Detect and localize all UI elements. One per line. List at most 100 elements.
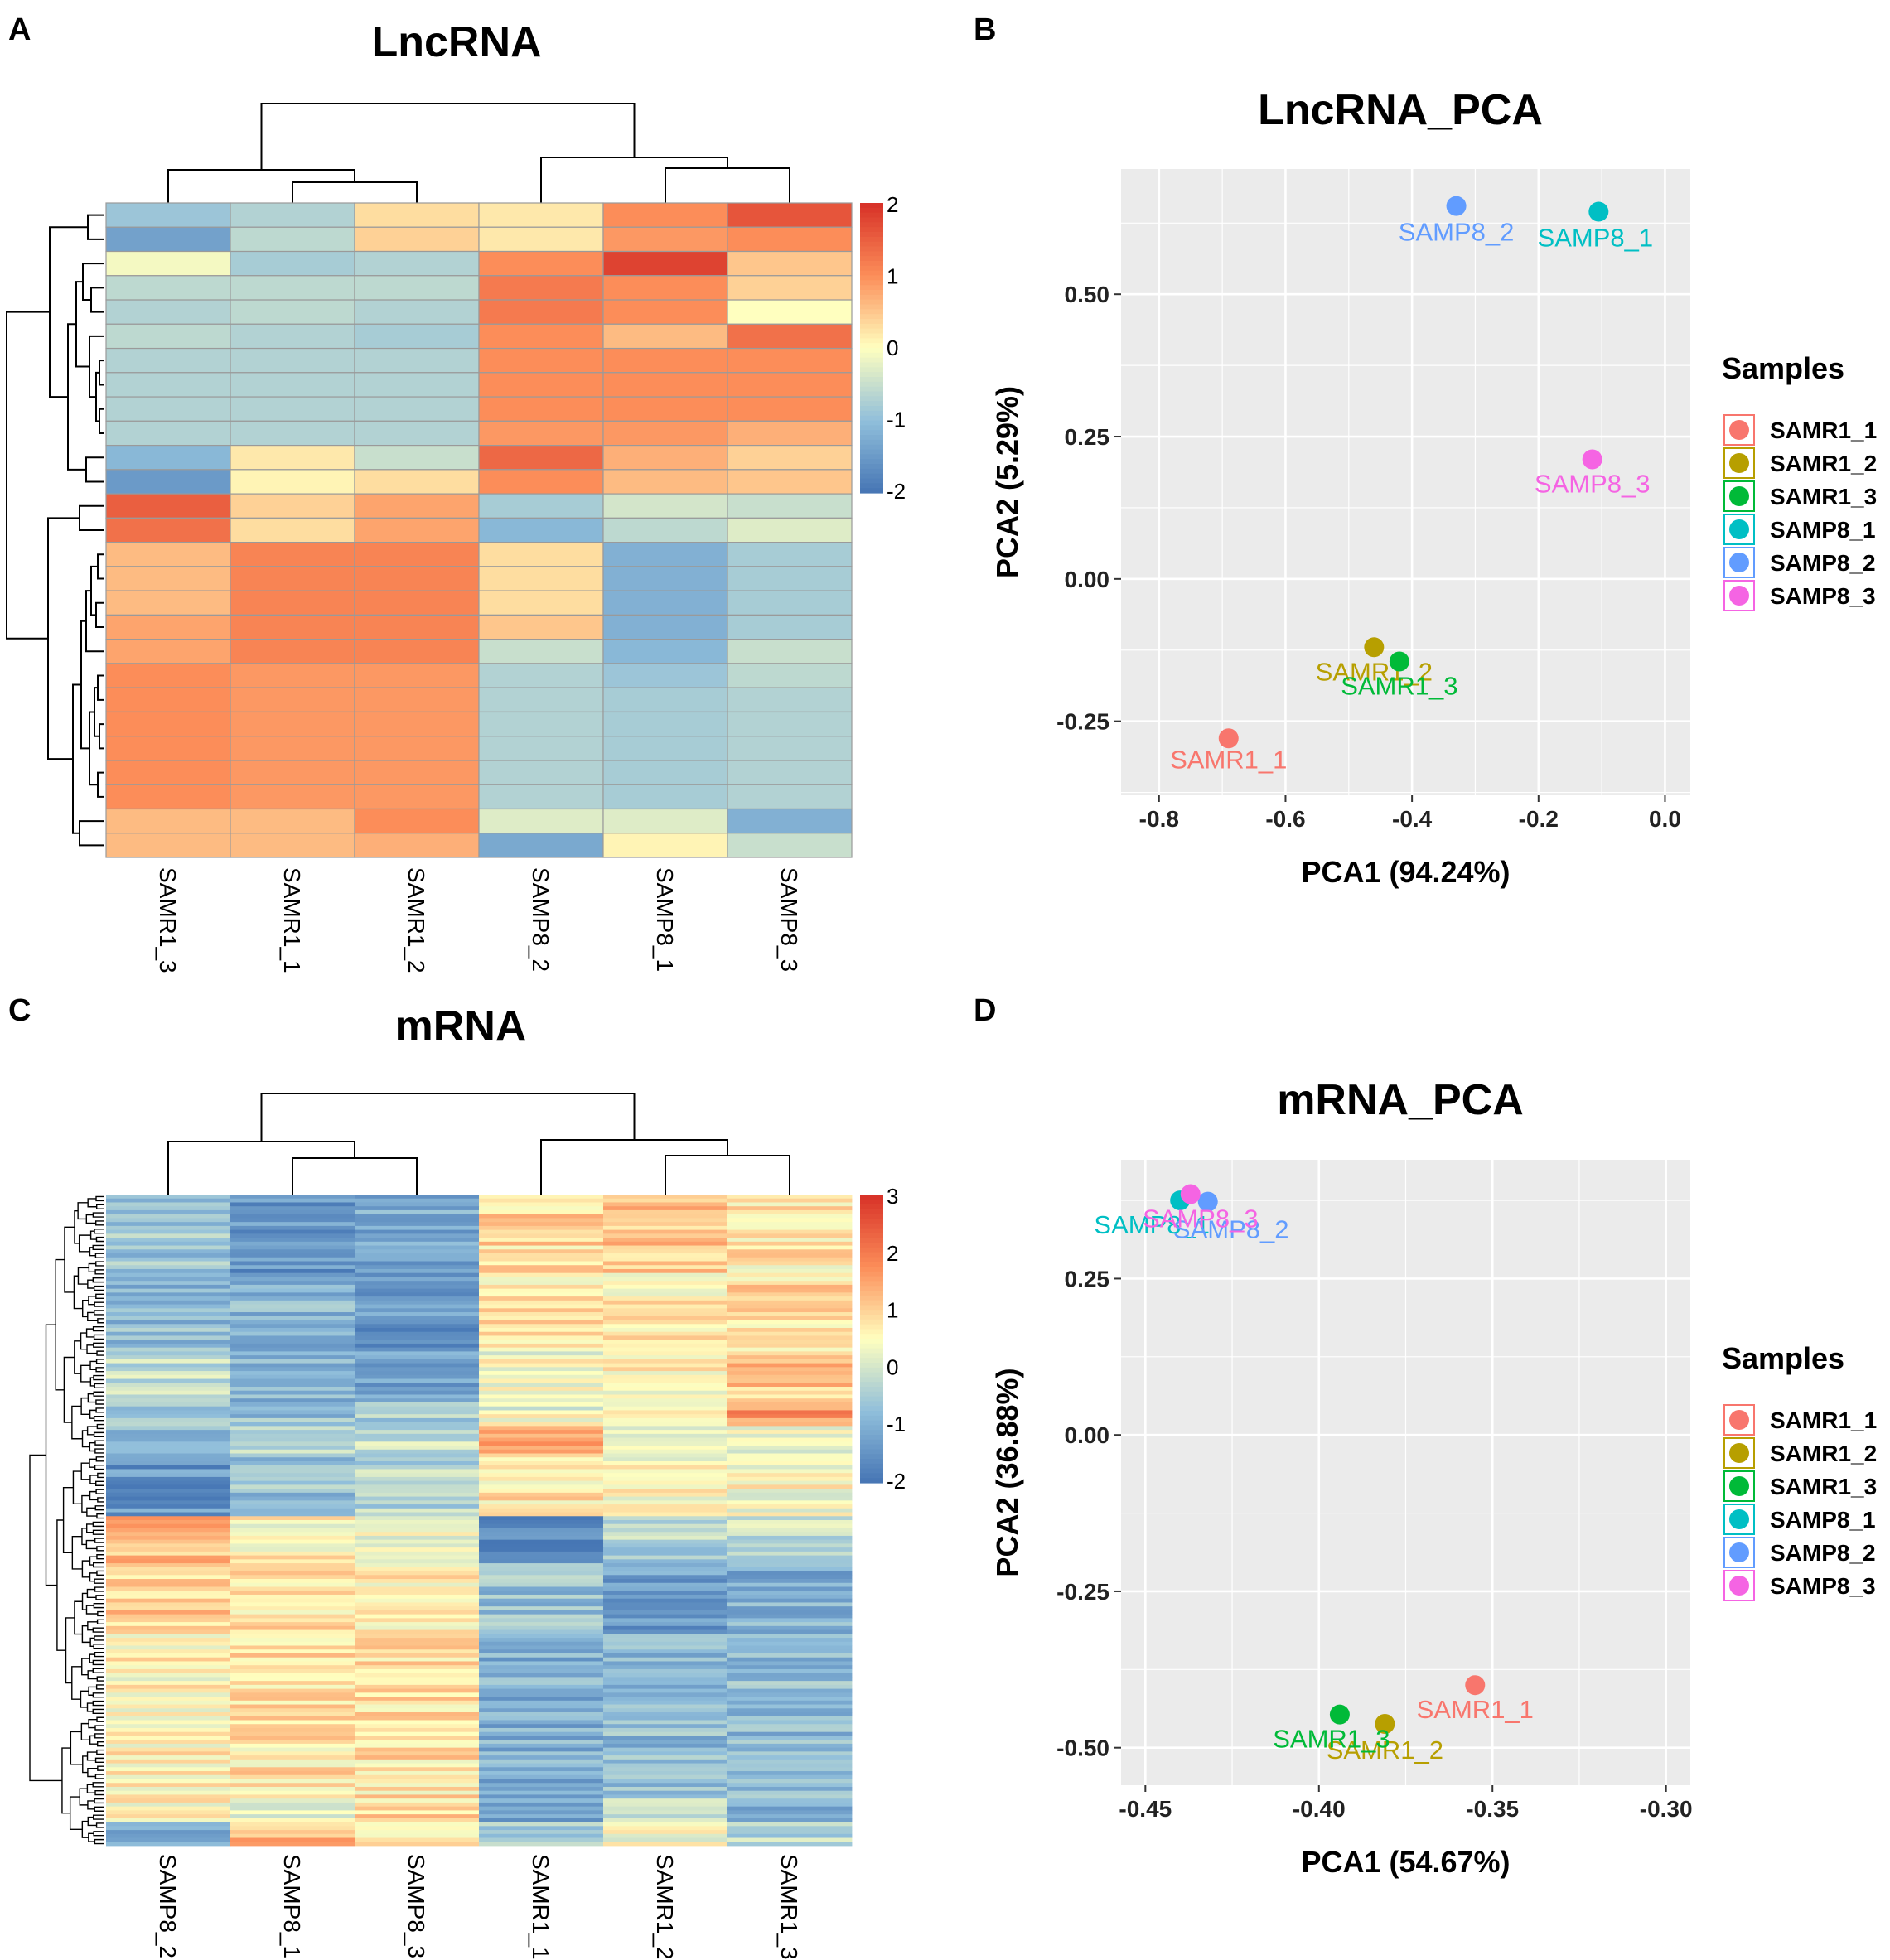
colorbar-segment	[860, 261, 883, 267]
heat-cell	[603, 1767, 728, 1772]
heat-cell	[105, 736, 231, 761]
heat-cell	[355, 1806, 480, 1811]
heat-cell	[479, 1394, 604, 1399]
heat-cell	[479, 1312, 604, 1317]
heat-cell	[355, 1378, 480, 1383]
heat-cell	[727, 1398, 853, 1403]
heat-cell	[727, 590, 853, 616]
heat-cell	[603, 1222, 728, 1227]
heat-cell	[478, 396, 604, 422]
heat-cell	[603, 1653, 728, 1658]
heat-cell	[355, 1833, 480, 1838]
heat-cell	[603, 1692, 728, 1697]
heat-cell	[479, 1387, 604, 1392]
heat-cell	[603, 1508, 728, 1513]
heat-cell	[602, 760, 728, 785]
colorbar-segment	[860, 1367, 883, 1373]
heat-cell	[603, 1594, 728, 1600]
colorbar-segment	[860, 1214, 883, 1219]
heat-cell	[230, 1340, 355, 1344]
row-dendrogram-branch	[94, 1635, 104, 1641]
heat-cell	[354, 444, 480, 471]
heat-cell	[603, 1265, 728, 1270]
heat-cell	[355, 1398, 480, 1403]
heat-cell	[727, 1649, 853, 1654]
colorbar-segment	[860, 1396, 883, 1402]
legend-swatch	[1729, 553, 1749, 572]
heat-cell	[479, 1383, 604, 1388]
heat-cell	[106, 1508, 231, 1513]
heat-cell	[479, 1523, 604, 1528]
row-dendrogram-branch	[70, 1731, 83, 1765]
heat-cell	[479, 1736, 604, 1740]
heat-cell	[230, 420, 355, 447]
heat-cell	[479, 1684, 604, 1690]
heat-cell	[603, 1245, 728, 1250]
heat-cell	[602, 493, 728, 519]
heat-cell	[230, 1241, 355, 1246]
heat-cell	[230, 1629, 355, 1634]
heat-cell	[603, 1195, 728, 1200]
heat-cell	[355, 1480, 480, 1485]
heat-cell	[603, 1473, 728, 1478]
heat-cell	[355, 1634, 480, 1639]
heat-cell	[603, 1390, 728, 1395]
heat-cell	[355, 1292, 480, 1297]
heat-cell	[603, 1779, 728, 1784]
point-label: SAMR1_3	[1341, 671, 1457, 700]
data-point	[1582, 449, 1602, 470]
heat-cell	[355, 1469, 480, 1474]
heat-cell	[355, 1783, 480, 1788]
pca-d-legend: SamplesSAMR1_1SAMR1_2SAMR1_3SAMP8_1SAMP8…	[1722, 1341, 1877, 1601]
heat-cell	[479, 1532, 604, 1537]
heat-cell	[355, 1712, 480, 1717]
row-dendrogram-branch	[95, 601, 104, 629]
heat-cell	[727, 323, 853, 350]
row-dendrogram-branch	[87, 1279, 94, 1289]
heat-cell	[727, 1476, 853, 1482]
row-dendrogram-branch	[94, 1586, 104, 1592]
heat-cell	[603, 1532, 728, 1537]
row-dendrogram-branch	[89, 1475, 98, 1484]
colorbar-segment	[860, 309, 883, 315]
heat-cell	[355, 1700, 480, 1705]
heat-cell	[230, 1641, 355, 1646]
row-dendrogram-branch	[47, 517, 80, 760]
heat-cell	[106, 1390, 231, 1395]
heat-cell	[230, 1708, 355, 1713]
heat-cell	[602, 444, 728, 471]
heat-cell	[106, 1378, 231, 1383]
row-dendrogram-branch	[86, 1588, 97, 1599]
heat-cell	[603, 1426, 728, 1431]
heat-cell	[479, 1743, 604, 1749]
heat-cell	[479, 1681, 604, 1686]
heat-cell	[603, 1567, 728, 1571]
heat-cell	[355, 1830, 480, 1835]
heat-cell	[727, 1575, 853, 1580]
heat-cell	[105, 493, 231, 519]
heat-cell	[355, 1430, 480, 1435]
heat-cell	[355, 1484, 480, 1489]
heat-cell	[354, 517, 480, 543]
heat-cell	[479, 1794, 604, 1799]
heat-cell	[106, 1731, 231, 1736]
heat-cell	[479, 1539, 604, 1544]
heat-cell	[727, 1281, 853, 1286]
colorbar-segment	[860, 1444, 883, 1450]
heat-cell	[106, 1316, 231, 1320]
heat-cell	[603, 1288, 728, 1293]
heat-cell	[479, 1195, 604, 1200]
heat-cell	[727, 1390, 853, 1395]
row-dendrogram-branch	[82, 1300, 89, 1318]
colorbar-segment	[860, 1468, 883, 1474]
heat-cell	[479, 1296, 604, 1301]
heat-cell	[478, 469, 604, 495]
heat-cell	[230, 1677, 355, 1682]
heat-cell	[355, 1528, 480, 1533]
heat-cell	[106, 1430, 231, 1435]
row-dendrogram-branch	[97, 553, 104, 580]
heat-cell	[355, 1818, 480, 1822]
heat-cell	[603, 1543, 728, 1548]
column-label: SAMP8_2	[155, 1854, 181, 1958]
colorbar-segment	[860, 415, 883, 422]
